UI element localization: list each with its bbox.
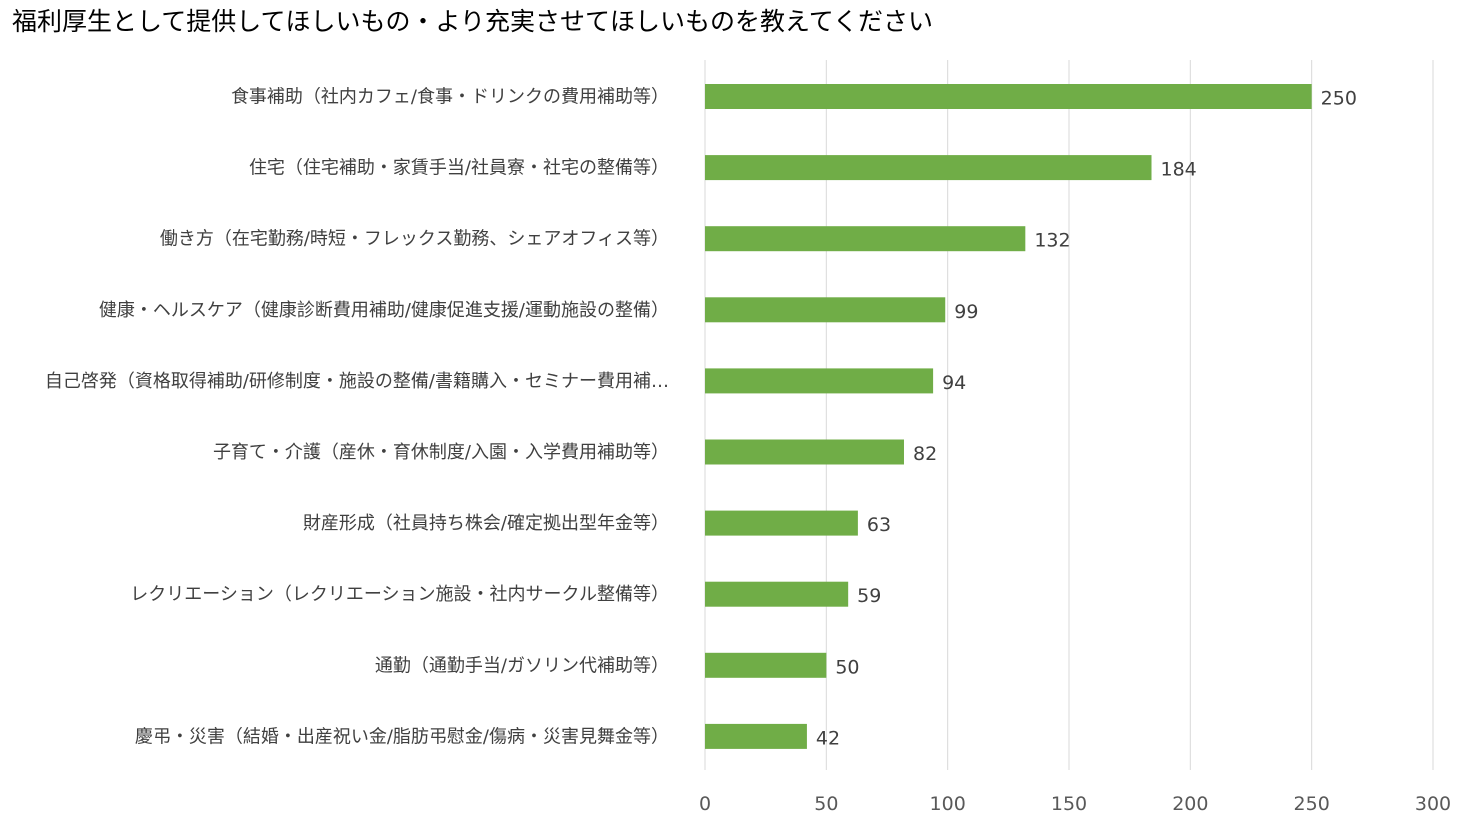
bar [705, 297, 946, 323]
bar [705, 581, 849, 607]
x-tick-label: 250 [1294, 793, 1330, 815]
bar [705, 155, 1152, 181]
x-tick-label: 50 [814, 793, 838, 815]
x-tick-label: 200 [1172, 793, 1208, 815]
bar [705, 226, 1026, 252]
data-label: 50 [835, 656, 859, 678]
data-label: 82 [913, 443, 937, 465]
data-label: 99 [954, 301, 978, 323]
data-label: 63 [867, 514, 891, 536]
category-label: 慶弔・災害（結婚・出産祝い金/脂肪弔慰金/傷病・災害見舞金等） [135, 726, 669, 747]
bar [705, 723, 807, 749]
bar [705, 84, 1312, 109]
data-label: 42 [816, 727, 840, 749]
category-label: 通勤（通勤手当/ガソリン代補助等） [375, 655, 669, 676]
category-label: 食事補助（社内カフェ/食事・ドリンクの費用補助等） [231, 87, 669, 108]
category-label: 健康・ヘルスケア（健康診断費用補助/健康促進支援/運動施設の整備） [99, 300, 669, 321]
data-label: 250 [1321, 88, 1357, 110]
bar [705, 439, 904, 465]
data-label: 94 [942, 372, 966, 394]
bar [705, 510, 858, 536]
category-label: 住宅（住宅補助・家賃手当/社員寮・社宅の整備等） [249, 158, 669, 179]
category-label: 働き方（在宅勤務/時短・フレックス勤務、シェアオフィス等） [160, 229, 669, 250]
data-label: 59 [857, 585, 881, 607]
category-label: 自己啓発（資格取得補助/研修制度・施設の整備/書籍購入・セミナー費用補… [45, 371, 669, 392]
bar [705, 368, 934, 394]
category-labels: 食事補助（社内カフェ/食事・ドリンクの費用補助等） 住宅（住宅補助・家賃手当/社員… [45, 87, 669, 748]
x-axis-tick-labels: 0 50 100 150 200 250 300 [699, 793, 1451, 815]
category-label: 財産形成（社員持ち株会/確定拠出型年金等） [303, 513, 669, 534]
category-label: 子育て・介護（産休・育休制度/入園・入学費用補助等） [213, 442, 669, 463]
x-tick-label: 0 [699, 793, 711, 815]
value-labels: 250 184 132 99 94 82 63 59 50 42 [816, 88, 1357, 750]
data-label: 132 [1034, 230, 1070, 252]
category-label: レクリエーション（レクリエーション施設・社内サークル整備等） [130, 584, 669, 605]
x-tick-label: 100 [930, 793, 966, 815]
x-tick-label: 150 [1051, 793, 1087, 815]
x-tick-label: 300 [1415, 793, 1451, 815]
bars [705, 84, 1312, 749]
chart-title: 福利厚生として提供してほしいもの・より充実させてほしいものを教えてください [12, 7, 934, 36]
bar [705, 652, 827, 678]
data-label: 184 [1161, 159, 1197, 181]
